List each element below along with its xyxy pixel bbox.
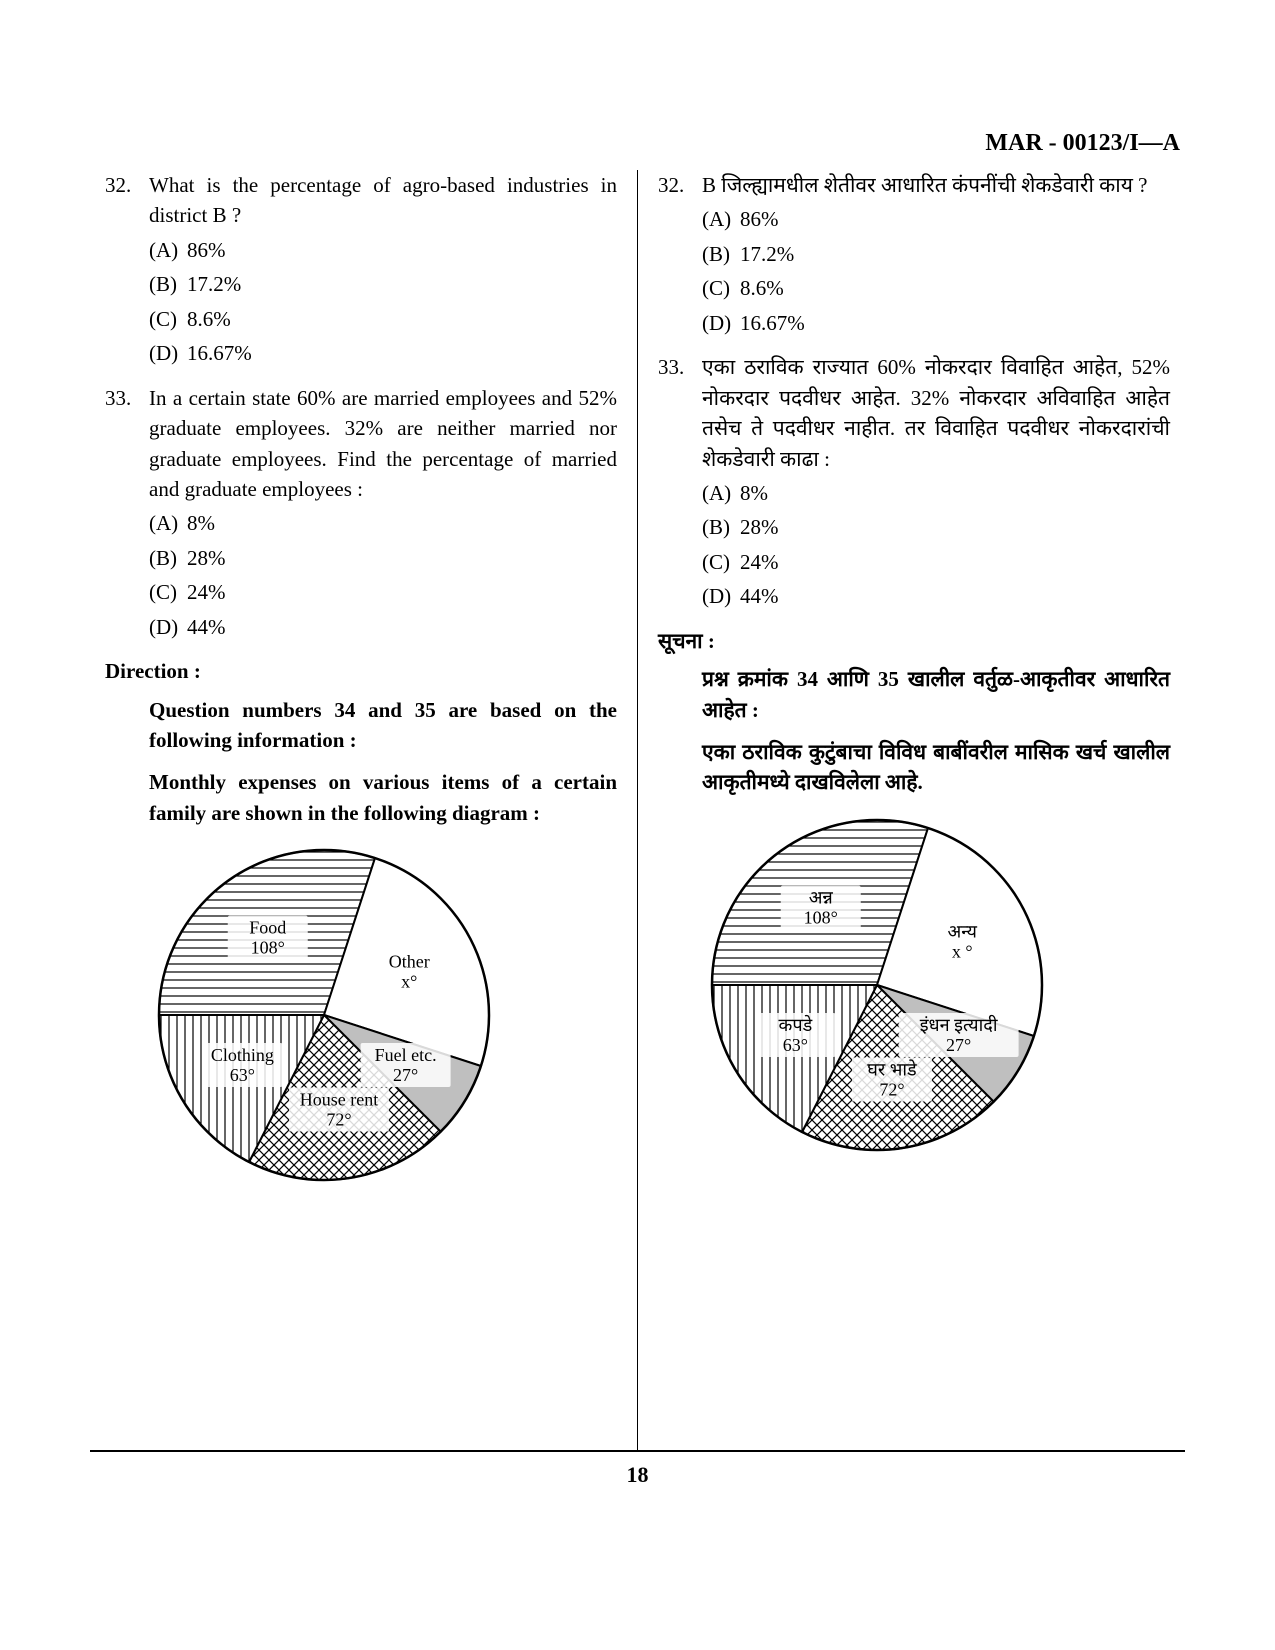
direction-body-2: Monthly expenses on various items of a c… [149, 767, 617, 828]
svg-text:108°: 108° [251, 938, 285, 958]
page-number: 18 [90, 1462, 1185, 1488]
option-c: (C)8.6% [149, 304, 617, 334]
svg-text:कपडे: कपडे [779, 1014, 813, 1035]
options-list: (A)86% (B)17.2% (C)8.6% (D)16.67% [149, 235, 617, 369]
svg-text:108°: 108° [804, 907, 838, 927]
option-a: (A)8% [149, 508, 617, 538]
svg-text:अन्य: अन्य [948, 921, 978, 941]
question-text: In a certain state 60% are married emplo… [149, 383, 617, 505]
svg-text:63°: 63° [783, 1035, 808, 1055]
option-c: (C)24% [702, 547, 1170, 577]
direction-heading-mr: सूचना : [658, 626, 1170, 656]
right-column: 32. B जिल्ह्यामधील शेतीवर आधारित कंपनींच… [638, 170, 1185, 1450]
svg-text:घर भाडे: घर भाडे [867, 1058, 917, 1079]
question-32: 32. What is the percentage of agro-based… [105, 170, 617, 369]
question-33: 33. In a certain state 60% are married e… [105, 383, 617, 643]
direction-body-2-mr: एका ठराविक कुटुंबाचा विविध बाबींवरील मास… [702, 737, 1170, 798]
svg-text:अन्न: अन्न [809, 887, 834, 907]
svg-text:Fuel etc.: Fuel etc. [375, 1045, 437, 1065]
question-33-mr: 33. एका ठराविक राज्यात 60% नोकरदार विवाह… [658, 352, 1170, 612]
question-number: 33. [658, 352, 702, 474]
options-list: (A)8% (B)28% (C)24% (D)44% [702, 478, 1170, 612]
svg-text:x °: x ° [952, 941, 973, 961]
question-text: B जिल्ह्यामधील शेतीवर आधारित कंपनींची शे… [702, 170, 1170, 200]
question-32-mr: 32. B जिल्ह्यामधील शेतीवर आधारित कंपनींच… [658, 170, 1170, 338]
question-text: एका ठराविक राज्यात 60% नोकरदार विवाहित आ… [702, 352, 1170, 474]
svg-text:Clothing: Clothing [211, 1045, 274, 1065]
svg-text:House rent: House rent [300, 1090, 378, 1110]
left-column: 32. What is the percentage of agro-based… [90, 170, 638, 1450]
direction-body-1-mr: प्रश्न क्रमांक 34 आणि 35 खालील वर्तुळ-आक… [702, 664, 1170, 725]
two-column-layout: 32. What is the percentage of agro-based… [90, 170, 1185, 1452]
option-b: (B)28% [149, 543, 617, 573]
option-b: (B)17.2% [702, 239, 1170, 269]
option-a: (A)86% [702, 204, 1170, 234]
option-d: (D)16.67% [702, 308, 1170, 338]
svg-text:27°: 27° [393, 1065, 418, 1085]
options-list: (A)8% (B)28% (C)24% (D)44% [149, 508, 617, 642]
svg-text:72°: 72° [326, 1110, 351, 1130]
question-number: 33. [105, 383, 149, 505]
paper-code: MAR - 00123/I—A [985, 130, 1180, 157]
svg-text:72°: 72° [879, 1079, 904, 1099]
option-c: (C)8.6% [702, 273, 1170, 303]
question-text: What is the percentage of agro-based ind… [149, 170, 617, 231]
pie-chart-right: अन्न108° अन्यx ° इंधन इत्यादी27° घर भाडे72°… [702, 810, 1170, 1160]
option-b: (B)17.2% [149, 269, 617, 299]
option-b: (B)28% [702, 512, 1170, 542]
svg-text:Food: Food [249, 918, 286, 938]
exam-page: MAR - 00123/I—A 32. What is the percenta… [0, 0, 1275, 1650]
option-a: (A)86% [149, 235, 617, 265]
option-d: (D)44% [149, 612, 617, 642]
direction-body-1: Question numbers 34 and 35 are based on … [149, 695, 617, 756]
question-number: 32. [105, 170, 149, 231]
option-d: (D)44% [702, 581, 1170, 611]
pie-chart-left: Food108° Otherx° Fuel etc.27° House rent72°… [149, 840, 617, 1190]
svg-text:इंधन इत्यादी: इंधन इत्यादी [920, 1014, 998, 1035]
option-c: (C)24% [149, 577, 617, 607]
svg-text:63°: 63° [230, 1065, 255, 1085]
question-number: 32. [658, 170, 702, 200]
option-d: (D)16.67% [149, 338, 617, 368]
svg-text:x°: x° [401, 972, 417, 992]
direction-heading: Direction : [105, 656, 617, 686]
options-list: (A)86% (B)17.2% (C)8.6% (D)16.67% [702, 204, 1170, 338]
svg-text:27°: 27° [946, 1035, 971, 1055]
option-a: (A)8% [702, 478, 1170, 508]
svg-text:Other: Other [389, 952, 430, 972]
